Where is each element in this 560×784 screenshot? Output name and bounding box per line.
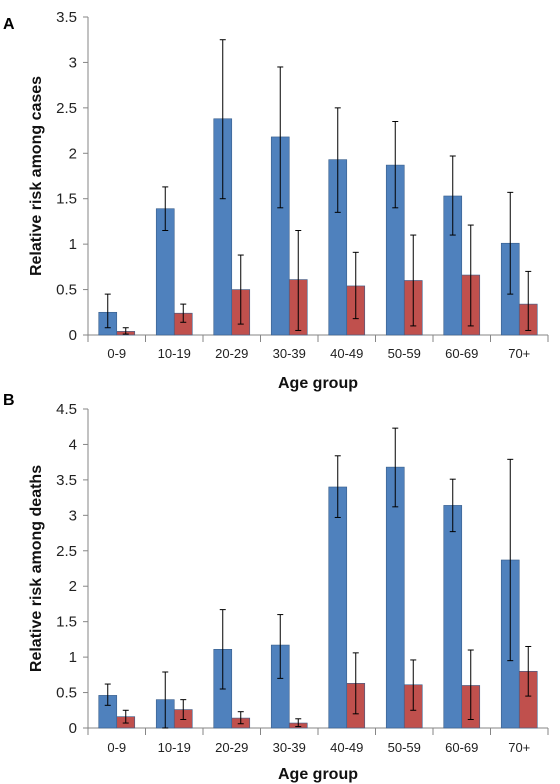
chart-1-category-label: 60-69 [445, 346, 478, 361]
chart-2-y-tick-label: 4 [69, 436, 77, 453]
chart-1-category-label: 0-9 [107, 346, 126, 361]
chart-1-y-tick-label: 3.5 [56, 9, 77, 26]
chart-2-y-axis-title: Relative risk among deaths [28, 465, 45, 672]
chart-2-x-axis-title: Age group [278, 766, 358, 783]
chart-2-y-tick-label: 0.5 [56, 685, 77, 702]
chart-2-y-tick-label: 3 [69, 507, 77, 524]
chart-1-panel-label: A [3, 16, 15, 33]
chart-2-y-tick-label: 1 [69, 649, 77, 666]
chart-1-category-label: 30-39 [273, 346, 306, 361]
chart-2-y-tick-label: 0 [69, 720, 77, 737]
chart-1-y-tick-label: 0 [69, 327, 77, 344]
chart-2-y-tick-label: 2.5 [56, 543, 77, 560]
chart-1-y-tick-label: 2.5 [56, 100, 77, 117]
chart-1-y-tick-label: 1.5 [56, 191, 77, 208]
chart-1-y-tick-label: 0.5 [56, 282, 77, 299]
chart-2-bar-series-1 [443, 505, 463, 729]
chart-2-category-label: 70+ [508, 740, 530, 755]
chart-2-y-tick-label: 2 [69, 578, 77, 595]
chart-1-y-tick-label: 3 [69, 54, 77, 71]
chart-1-y-axis-title: Relative risk among cases [28, 76, 45, 276]
chart-2-bar-series-1 [328, 486, 348, 729]
chart-2-category-label: 20-29 [215, 740, 248, 755]
chart-1-y-tick-label: 2 [69, 145, 77, 162]
chart-2-category-label: 40-49 [330, 740, 363, 755]
chart-2-y-tick-label: 4.5 [56, 401, 77, 418]
chart-1-y-tick-label: 1 [69, 236, 77, 253]
chart-2-category-label: 50-59 [388, 740, 421, 755]
chart-2-y-tick-label: 3.5 [56, 472, 77, 489]
chart-2-category-label: 60-69 [445, 740, 478, 755]
chart-2-category-label: 0-9 [107, 740, 126, 755]
chart-2-category-label: 30-39 [273, 740, 306, 755]
chart-2-category-label: 10-19 [158, 740, 191, 755]
chart-1-category-label: 20-29 [215, 346, 248, 361]
chart-1-category-label: 50-59 [388, 346, 421, 361]
chart-2-y-tick-label: 1.5 [56, 614, 77, 631]
chart-1-x-axis-title: Age group [278, 375, 358, 392]
chart-1-category-label: 70+ [508, 346, 530, 361]
chart-1-category-label: 40-49 [330, 346, 363, 361]
chart-2-panel-label: B [3, 392, 15, 409]
chart-1-category-label: 10-19 [158, 346, 191, 361]
